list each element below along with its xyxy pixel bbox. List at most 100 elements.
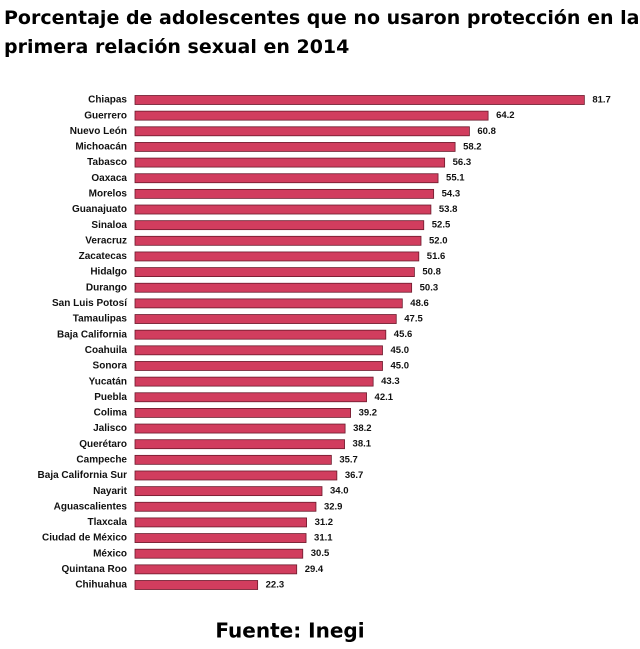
value-label: 50.8 <box>422 267 441 278</box>
bar <box>134 235 422 246</box>
value-label: 51.6 <box>427 251 446 262</box>
category-label: Baja California <box>57 329 127 340</box>
value-label: 38.2 <box>353 423 372 434</box>
bar <box>134 345 383 356</box>
value-label: 56.3 <box>453 157 472 168</box>
chart-title: Porcentaje de adolescentes que no usaron… <box>4 7 639 29</box>
category-label: Jalisco <box>93 423 127 434</box>
category-label: Tabasco <box>87 157 127 168</box>
bar <box>134 251 420 262</box>
category-label: Quintana Roo <box>61 564 127 575</box>
value-label: 50.3 <box>420 282 439 293</box>
chart-subtitle: primera relación sexual en 2014 <box>4 36 349 58</box>
category-label: Sonora <box>93 361 128 372</box>
bar <box>134 580 259 590</box>
category-label: Aguascalientes <box>54 501 128 512</box>
bar <box>134 329 387 340</box>
bar <box>134 533 307 543</box>
value-label: 58.2 <box>463 141 482 152</box>
category-label: Morelos <box>89 189 128 200</box>
value-label: 45.0 <box>391 360 410 371</box>
bar <box>134 376 374 387</box>
value-label: 35.7 <box>339 454 358 465</box>
value-label: 81.7 <box>592 95 611 106</box>
bar <box>134 314 397 324</box>
value-label: 45.6 <box>394 329 413 340</box>
bar <box>134 392 367 403</box>
category-label: Campeche <box>76 454 127 465</box>
value-label: 36.7 <box>345 470 364 481</box>
category-label: Guerrero <box>84 110 127 121</box>
value-label: 22.3 <box>266 580 285 591</box>
value-label: 54.3 <box>442 188 461 199</box>
value-label: 48.6 <box>410 298 429 309</box>
category-label: Chihuahua <box>75 580 127 591</box>
bar <box>134 470 338 481</box>
source: Fuente: Inegi <box>215 619 364 643</box>
bar <box>134 95 585 105</box>
value-label: 31.1 <box>314 533 333 544</box>
bar <box>134 486 323 497</box>
value-label: 30.5 <box>311 548 330 559</box>
value-label: 29.4 <box>305 564 324 575</box>
bar <box>134 142 456 152</box>
value-label: 52.0 <box>429 235 448 246</box>
category-label: Querétaro <box>79 439 127 450</box>
value-label: 52.5 <box>432 220 451 231</box>
bar <box>134 220 425 231</box>
category-label: Durango <box>86 282 127 293</box>
category-label: Yucatán <box>89 376 127 387</box>
bar <box>134 454 332 465</box>
category-label: Nuevo León <box>70 126 127 137</box>
bar <box>134 282 413 293</box>
value-label: 47.5 <box>404 314 423 325</box>
value-label: 39.2 <box>359 407 378 418</box>
category-label: Colima <box>94 408 128 419</box>
bar <box>134 157 446 168</box>
value-label: 32.9 <box>324 501 343 512</box>
category-label: Guanajuato <box>72 204 127 215</box>
bar <box>134 173 439 184</box>
value-label: 43.3 <box>381 376 400 387</box>
bar <box>134 517 308 528</box>
category-label: San Luis Potosí <box>52 298 128 309</box>
category-label: Chiapas <box>88 95 127 106</box>
category-label: Hidalgo <box>90 267 127 278</box>
value-label: 55.1 <box>446 173 465 184</box>
value-label: 60.8 <box>477 126 496 137</box>
bar <box>134 361 383 371</box>
bar <box>134 548 304 559</box>
category-label: Zacatecas <box>79 251 128 262</box>
bar <box>134 110 489 121</box>
category-label: Tamaulipas <box>73 314 128 325</box>
value-label: 42.1 <box>375 392 394 403</box>
value-label: 38.1 <box>353 439 372 450</box>
category-label: Veracruz <box>85 235 127 246</box>
value-label: 64.2 <box>496 110 514 121</box>
value-label: 34.0 <box>330 486 349 497</box>
category-label: Coahuila <box>85 345 128 356</box>
bar <box>134 501 317 512</box>
bar <box>134 564 298 575</box>
category-label: Baja California Sur <box>38 470 128 481</box>
value-label: 45.0 <box>391 345 410 356</box>
category-label: Nayarit <box>93 486 128 497</box>
value-label: 31.2 <box>315 517 334 528</box>
category-label: Puebla <box>94 392 127 403</box>
bar <box>134 439 345 450</box>
bar <box>134 188 435 199</box>
value-label: 53.8 <box>439 204 458 215</box>
category-label: Sinaloa <box>91 220 127 231</box>
bar <box>134 298 403 309</box>
bar <box>134 204 432 215</box>
bar <box>134 423 346 434</box>
bar <box>134 126 470 137</box>
category-label: Oaxaca <box>91 173 127 184</box>
category-label: Michoacán <box>75 142 127 153</box>
bar <box>134 408 352 418</box>
category-label: Ciudad de México <box>42 533 127 544</box>
bar <box>134 267 415 277</box>
category-label: México <box>93 548 127 559</box>
category-label: Tlaxcala <box>88 517 128 528</box>
